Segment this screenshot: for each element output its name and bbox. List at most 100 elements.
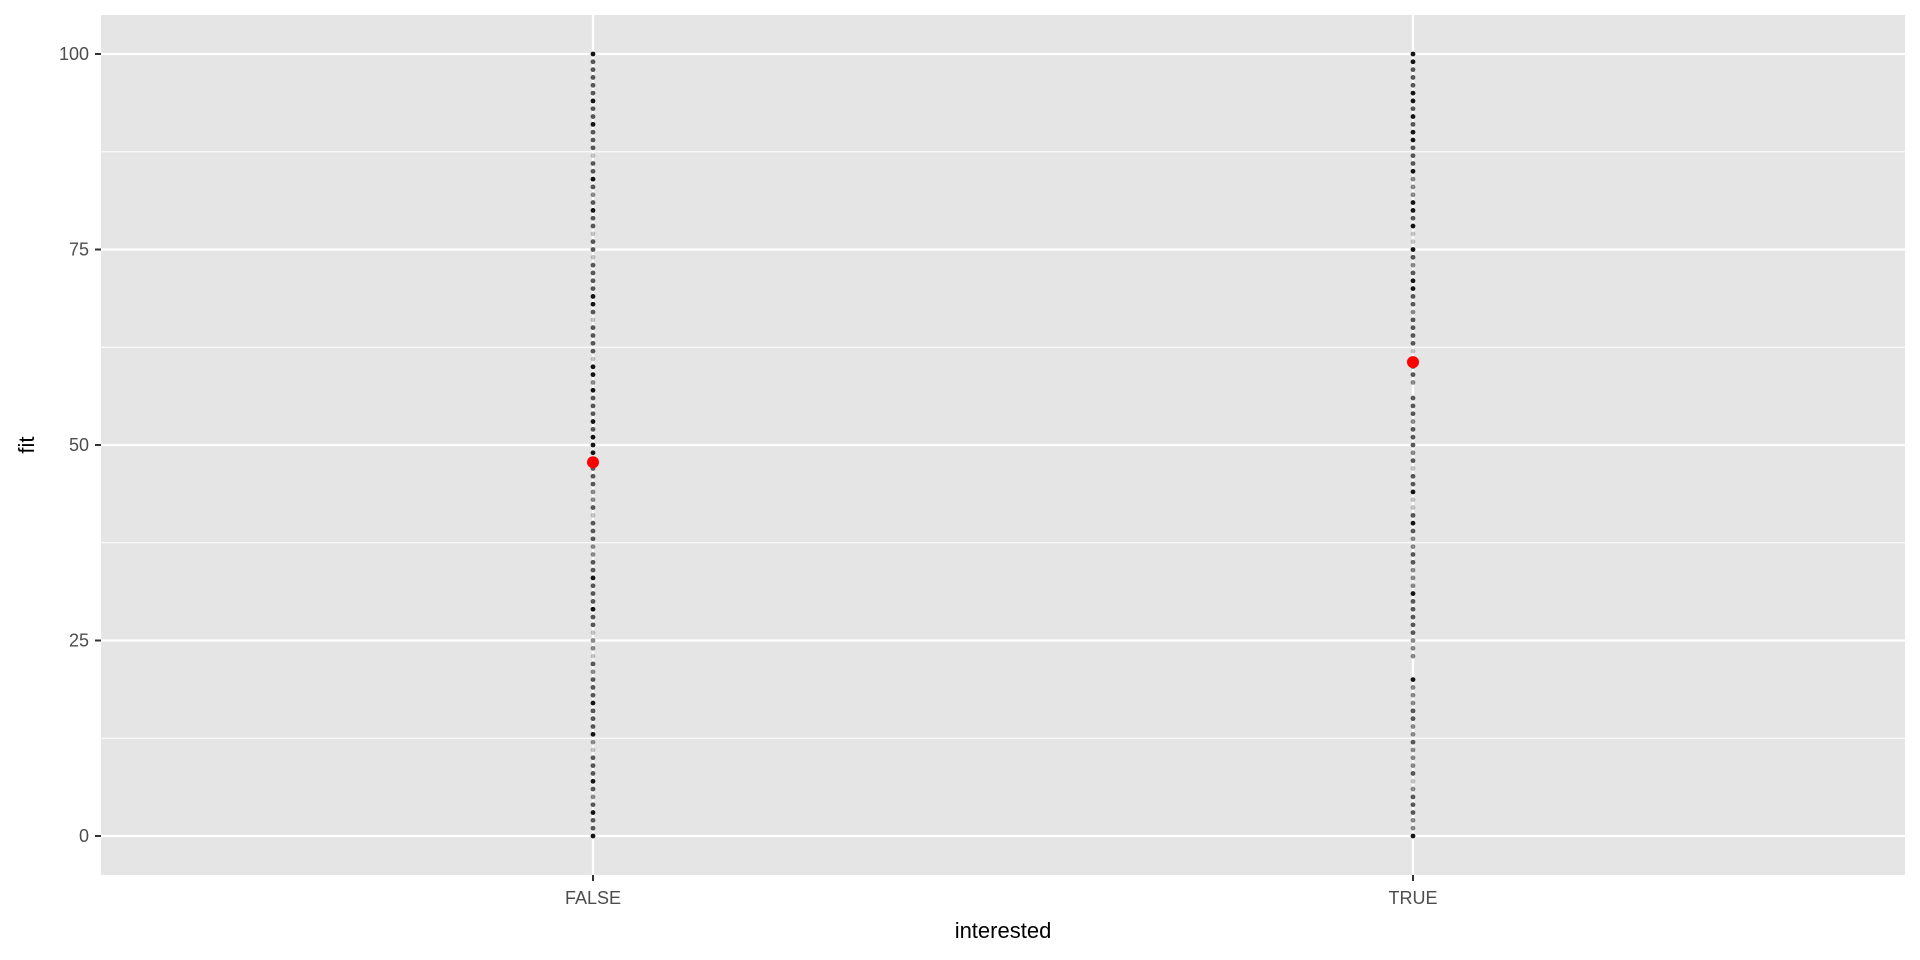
- data-point: [590, 278, 596, 284]
- data-point: [590, 544, 596, 550]
- data-point: [1410, 161, 1416, 166]
- data-point: [590, 411, 596, 417]
- data-point: [1410, 434, 1416, 440]
- y-tick-label: 25: [69, 631, 89, 651]
- data-point: [1410, 333, 1416, 338]
- data-point: [1410, 622, 1416, 628]
- data-point: [1410, 833, 1416, 839]
- data-point: [590, 739, 596, 745]
- data-point: [1410, 309, 1416, 315]
- data-point: [1410, 380, 1416, 385]
- data-point: [1410, 528, 1416, 534]
- data-point: [590, 505, 596, 510]
- mean-point: [1407, 356, 1419, 369]
- data-point: [1410, 614, 1416, 620]
- data-point: [1410, 481, 1416, 487]
- data-point: [590, 481, 596, 487]
- data-point: [590, 121, 596, 127]
- data-point: [590, 653, 596, 659]
- data-point: [590, 575, 596, 581]
- data-point: [1410, 512, 1416, 518]
- data-point: [590, 403, 596, 409]
- data-point: [1410, 583, 1416, 589]
- data-point: [590, 559, 596, 565]
- data-point: [1410, 653, 1416, 659]
- data-point: [1410, 520, 1416, 526]
- y-axis: 0 25 50 75 100: [59, 44, 101, 846]
- data-point: [590, 98, 596, 104]
- data-point: [1410, 239, 1416, 245]
- data-point: [590, 223, 596, 229]
- data-point: [1410, 739, 1416, 745]
- data-point: [1410, 591, 1416, 596]
- data-point: [590, 348, 596, 354]
- data-point: [1410, 552, 1416, 557]
- data-point: [1410, 450, 1416, 456]
- data-point: [590, 129, 596, 135]
- data-point: [1410, 458, 1416, 464]
- data-point: [1410, 184, 1416, 190]
- data-point: [1410, 755, 1416, 761]
- data-point: [1410, 301, 1416, 307]
- data-point: [1410, 286, 1416, 291]
- data-point: [590, 270, 596, 276]
- data-point: [590, 716, 596, 722]
- data-point: [590, 669, 596, 675]
- data-point: [1410, 247, 1416, 252]
- data-point: [590, 583, 596, 589]
- data-point: [590, 802, 596, 808]
- data-point: [590, 67, 596, 73]
- data-point: [1410, 606, 1416, 612]
- data-point: [590, 286, 596, 291]
- data-point: [1410, 176, 1416, 182]
- data-point: [1410, 692, 1416, 698]
- data-point: [590, 817, 596, 823]
- mean-point: [587, 456, 599, 469]
- data-point: [1410, 567, 1416, 573]
- data-point: [590, 168, 596, 174]
- data-point: [1410, 75, 1416, 80]
- data-point: [1410, 114, 1416, 119]
- x-axis-title: interested: [955, 918, 1052, 943]
- data-point: [590, 778, 596, 784]
- data-point: [590, 395, 596, 401]
- data-point: [590, 661, 596, 667]
- mean-points: [587, 356, 1419, 469]
- data-point: [590, 51, 596, 57]
- data-point: [1410, 630, 1416, 636]
- data-point: [1410, 278, 1416, 284]
- data-point: [590, 833, 596, 839]
- data-point: [590, 591, 596, 596]
- data-point: [1410, 168, 1416, 174]
- data-point: [590, 309, 596, 315]
- data-point: [590, 184, 596, 190]
- data-point: [1410, 489, 1416, 495]
- data-point: [1410, 575, 1416, 581]
- data-point: [590, 75, 596, 80]
- data-point: [1410, 348, 1416, 354]
- data-point: [1410, 372, 1416, 378]
- data-point: [590, 497, 596, 503]
- data-point: [590, 622, 596, 628]
- y-axis-title: fit: [14, 436, 39, 453]
- data-point: [1410, 129, 1416, 135]
- data-point: [590, 137, 596, 143]
- data-point: [1410, 716, 1416, 722]
- data-point: [590, 450, 596, 456]
- data-point: [590, 536, 596, 542]
- data-point: [590, 700, 596, 706]
- data-point: [590, 294, 596, 299]
- data-point: [590, 325, 596, 331]
- data-point: [590, 145, 596, 151]
- data-point: [1410, 262, 1416, 268]
- data-point: [1410, 223, 1416, 229]
- y-tick-label: 100: [59, 44, 89, 64]
- data-point: [590, 708, 596, 714]
- x-tick-label: FALSE: [565, 888, 621, 908]
- data-point: [590, 630, 596, 636]
- data-point: [1410, 294, 1416, 299]
- data-point: [590, 692, 596, 698]
- data-point: [590, 520, 596, 526]
- data-point: [1410, 802, 1416, 808]
